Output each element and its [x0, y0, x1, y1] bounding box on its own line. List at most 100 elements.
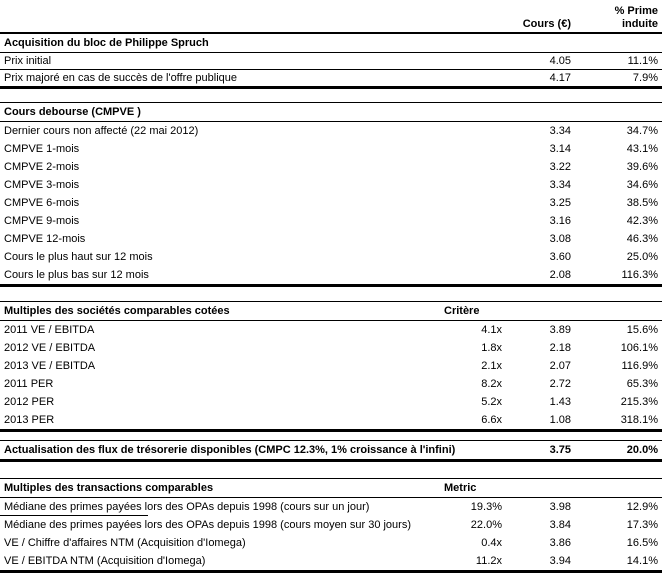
table-row: Médiane des primes payées lors des OPAs … — [0, 498, 662, 516]
cours-value: 1.08 — [549, 414, 571, 426]
metric-value: 22.0% — [470, 519, 502, 531]
row-label: CMPVE 1-mois — [4, 143, 80, 155]
table-row: 2012 VE / EBITDA 1.8x 2.18 106.1% — [0, 339, 662, 357]
metric-value: 0.4x — [481, 537, 502, 549]
section-transactions-comparables: Multiples des transactions comparables M… — [0, 478, 662, 573]
col-header-prime-line2: induite — [621, 18, 658, 30]
cours-value: 3.25 — [549, 197, 571, 209]
cours-value: 2.72 — [549, 378, 571, 390]
section-cours-bourse: Cours debourse (CMPVE ) Dernier cours no… — [0, 102, 662, 287]
metric-column-header: Metric — [444, 482, 477, 494]
table-row: CMPVE 1-mois 3.14 43.1% — [0, 140, 662, 158]
table-row: Cours le plus haut sur 12 mois 3.60 25.0… — [0, 248, 662, 266]
row-label: CMPVE 3-mois — [4, 179, 80, 191]
dcf-row: Actualisation des flux de trésorerie dis… — [0, 441, 662, 459]
table-row: CMPVE 12-mois 3.08 46.3% — [0, 230, 662, 248]
critere-value: 4.1x — [481, 324, 502, 336]
row-label: CMPVE 2-mois — [4, 161, 80, 173]
criteria-column-header: Critère — [444, 305, 480, 317]
table-row: 2013 VE / EBITDA 2.1x 2.07 116.9% — [0, 357, 662, 375]
table-row: Prix initial 4.05 11.1% — [0, 53, 662, 70]
table-row: Médiane des primes payées lors des OPAs … — [0, 516, 662, 534]
row-label: 2012 PER — [4, 396, 55, 408]
section-title-label: Acquisition du bloc de Philippe Spruch — [4, 37, 209, 49]
table-row: CMPVE 3-mois 3.34 34.6% — [0, 176, 662, 194]
prime-value: 34.7% — [626, 125, 658, 137]
cours-value: 2.07 — [549, 360, 571, 372]
table-row: Cours le plus bas sur 12 mois 2.08 116.3… — [0, 266, 662, 284]
cours-value: 3.94 — [549, 555, 571, 567]
section-title: Cours debourse (CMPVE ) — [0, 103, 662, 122]
row-label: 2011 VE / EBITDA — [4, 324, 95, 336]
prime-value: 15.6% — [626, 324, 658, 336]
prime-value: 215.3% — [620, 396, 658, 408]
cours-value: 3.34 — [549, 179, 571, 191]
table-row: Dernier cours non affecté (22 mai 2012) … — [0, 122, 662, 140]
cours-value: 3.08 — [549, 233, 571, 245]
cours-value: 3.75 — [549, 444, 571, 456]
cours-value: 3.22 — [549, 161, 571, 173]
row-label: 2011 PER — [4, 378, 54, 390]
cours-value: 3.34 — [549, 125, 571, 137]
section-title: Acquisition du bloc de Philippe Spruch — [0, 34, 662, 53]
section-title: Multiples des sociétés comparables cotée… — [0, 302, 662, 321]
cours-value: 4.17 — [549, 72, 571, 84]
row-label: 2013 PER — [4, 414, 55, 426]
prime-value: 38.5% — [626, 197, 658, 209]
prime-value: 318.1% — [620, 414, 658, 426]
row-label: CMPVE 12-mois — [4, 233, 86, 245]
prime-value: 65.3% — [626, 378, 658, 390]
section-title-label: Multiples des sociétés comparables cotée… — [4, 305, 230, 317]
row-label: CMPVE 6-mois — [4, 197, 80, 209]
cours-value: 2.08 — [549, 269, 571, 281]
prime-value: 12.9% — [626, 501, 658, 513]
prime-value: 116.9% — [621, 360, 659, 372]
prime-value: 39.6% — [626, 161, 658, 173]
row-label: Cours le plus haut sur 12 mois — [4, 251, 153, 263]
cours-value: 3.89 — [549, 324, 571, 336]
cours-value: 3.98 — [549, 501, 571, 513]
row-label: Prix initial — [4, 55, 52, 67]
table-row: 2011 VE / EBITDA 4.1x 3.89 15.6% — [0, 321, 662, 339]
prime-value: 25.0% — [626, 251, 658, 263]
table-row: 2011 PER 8.2x 2.72 65.3% — [0, 375, 662, 393]
row-label: CMPVE 9-mois — [4, 215, 80, 227]
table-header: Cours (€) % Prime induite — [0, 0, 662, 34]
critere-value: 6.6x — [481, 414, 502, 426]
row-label: Actualisation des flux de trésorerie dis… — [4, 444, 456, 456]
row-label: Prix majoré en cas de succès de l'offre … — [4, 72, 238, 84]
critere-value: 5.2x — [481, 396, 502, 408]
section-acquisition-bloc: Acquisition du bloc de Philippe Spruch P… — [0, 34, 662, 89]
table-row: CMPVE 2-mois 3.22 39.6% — [0, 158, 662, 176]
table-row: CMPVE 9-mois 3.16 42.3% — [0, 212, 662, 230]
cours-value: 3.84 — [549, 519, 571, 531]
row-label: Médiane des primes payées lors des OPAs … — [4, 519, 411, 531]
table-row: 2012 PER 5.2x 1.43 215.3% — [0, 393, 662, 411]
cours-value: 3.16 — [549, 215, 571, 227]
prime-value: 116.3% — [621, 269, 659, 281]
table-row: VE / Chiffre d'affaires NTM (Acquisition… — [0, 534, 662, 552]
prime-value: 34.6% — [626, 179, 658, 191]
table-row: CMPVE 6-mois 3.25 38.5% — [0, 194, 662, 212]
table-row: Prix majoré en cas de succès de l'offre … — [0, 70, 662, 86]
prime-value: 11.1% — [627, 55, 658, 67]
section-dcf: Actualisation des flux de trésorerie dis… — [0, 440, 662, 462]
row-label: VE / Chiffre d'affaires NTM (Acquisition… — [4, 537, 246, 549]
prime-value: 14.1% — [626, 555, 658, 567]
section-title: Multiples des transactions comparables M… — [0, 479, 662, 498]
cours-value: 3.86 — [549, 537, 571, 549]
critere-value: 8.2x — [481, 378, 502, 390]
row-label: Médiane des primes payées lors des OPAs … — [4, 501, 370, 513]
col-header-cours: Cours (€) — [522, 18, 571, 30]
cours-value: 4.05 — [549, 55, 571, 67]
prime-value: 17.3% — [626, 519, 658, 531]
metric-value: 11.2x — [475, 555, 502, 567]
col-header-prime-line1: % Prime — [614, 5, 658, 17]
table-row: 2013 PER 6.6x 1.08 318.1% — [0, 411, 662, 429]
critere-value: 2.1x — [481, 360, 502, 372]
section-title-label: Cours debourse (CMPVE ) — [4, 106, 141, 118]
prime-value: 43.1% — [626, 143, 658, 155]
cours-value: 1.43 — [549, 396, 571, 408]
row-label: Dernier cours non affecté (22 mai 2012) — [4, 125, 199, 137]
